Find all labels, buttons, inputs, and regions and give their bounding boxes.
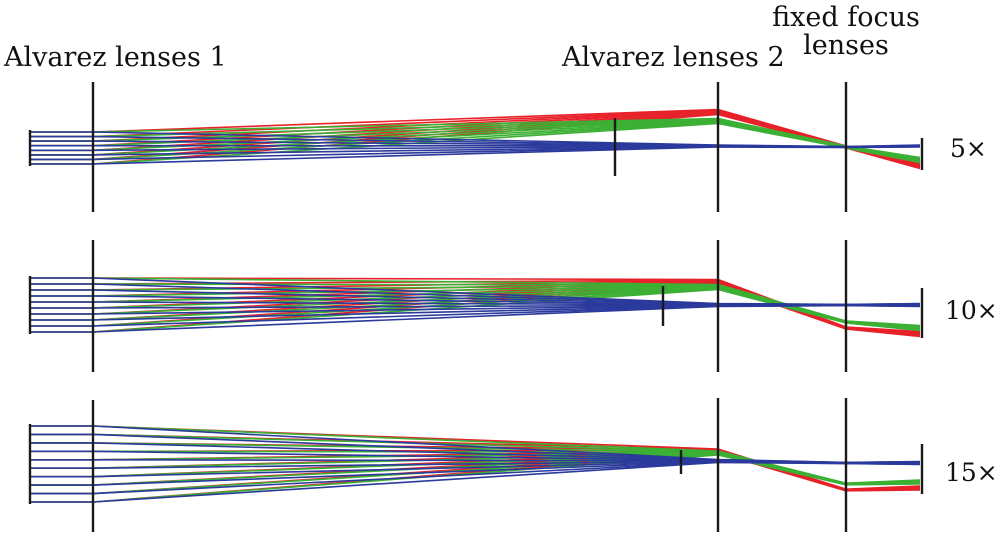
magnification-label-10x: 10×: [945, 296, 998, 325]
panel-15x: 15×: [28, 398, 998, 532]
lens-set: [28, 82, 924, 212]
magnification-label-15x: 15×: [945, 458, 998, 487]
lens-set: [28, 240, 924, 372]
panel-5x: 5×: [28, 82, 987, 212]
label-fixed-focus: fixed focus: [772, 2, 920, 33]
panel-10x: 10×: [28, 240, 998, 372]
label-alvarez-lenses-1: Alvarez lenses 1: [3, 42, 227, 73]
label-alvarez-lenses-2: Alvarez lenses 2: [561, 42, 785, 73]
ray-bundle: [30, 277, 921, 338]
ray-bundle: [30, 108, 921, 170]
label-lenses: lenses: [803, 30, 889, 61]
magnification-label-5x: 5×: [950, 134, 987, 163]
lens-set: [28, 398, 924, 532]
ray-bundle: [30, 425, 921, 503]
